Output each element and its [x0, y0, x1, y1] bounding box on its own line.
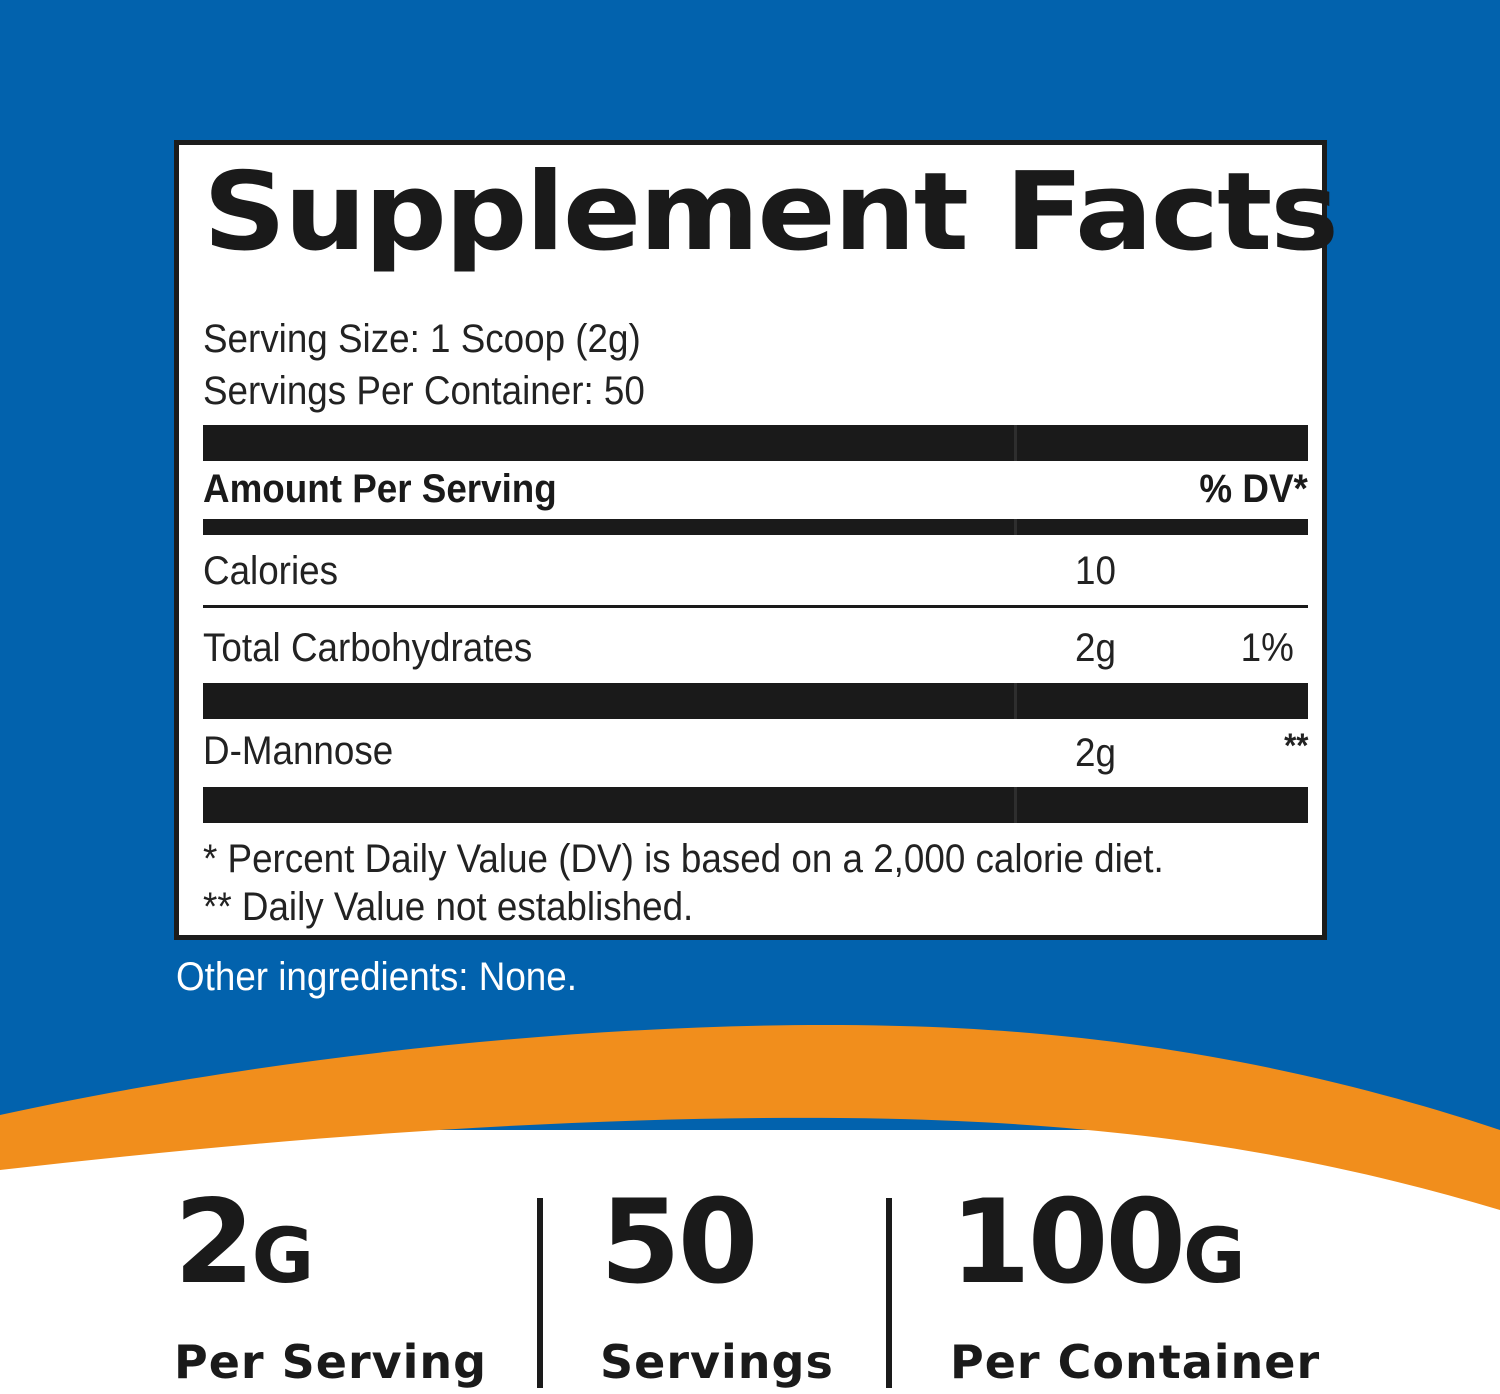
stat-per-serving: 2G Per Serving — [174, 1185, 486, 1390]
divider-bar — [203, 683, 1308, 719]
supplement-facts-panel: Supplement Facts Serving Size: 1 Scoop (… — [174, 140, 1339, 940]
stat-divider — [537, 1198, 543, 1388]
row-calories-name: Calories — [203, 549, 338, 593]
amount-per-serving-label: Amount Per Serving — [203, 467, 557, 511]
stat-divider — [886, 1198, 892, 1388]
divider-bar — [203, 425, 1308, 461]
stat-value: 100 — [950, 1175, 1186, 1310]
divider-bar — [203, 787, 1308, 823]
facts-title: Supplement Facts — [203, 150, 1339, 275]
row-carbs-dv: 1% — [1240, 626, 1294, 670]
stat-per-container: 100G Per Container — [950, 1185, 1319, 1390]
stat-servings: 50 Servings — [600, 1185, 833, 1390]
stat-caption: Per Container — [950, 1335, 1321, 1389]
row-d-mannose-name: D-Mannose — [203, 729, 394, 773]
stat-caption: Servings — [600, 1335, 834, 1389]
stat-unit: G — [251, 1211, 315, 1300]
stat-caption: Per Serving — [174, 1335, 488, 1389]
row-carbs-amount: 2g — [1075, 626, 1116, 670]
other-ingredients: Other ingredients: None. — [176, 955, 577, 999]
serving-size: Serving Size: 1 Scoop (2g) — [203, 317, 641, 361]
dv-header-label: % DV* — [1199, 467, 1308, 511]
row-carbs-name: Total Carbohydrates — [203, 626, 533, 670]
stat-unit: G — [1183, 1211, 1246, 1300]
stat-value: 50 — [600, 1175, 758, 1310]
divider-bar — [203, 519, 1308, 535]
row-rule — [203, 605, 1308, 608]
row-d-mannose-amount: 2g — [1075, 731, 1116, 775]
orange-wave-band — [0, 1025, 1500, 1210]
stat-value: 2 — [174, 1175, 255, 1310]
footnote-not-established: ** Daily Value not established. — [203, 885, 694, 929]
footnote-dv: * Percent Daily Value (DV) is based on a… — [203, 837, 1164, 881]
servings-per-container: Servings Per Container: 50 — [203, 369, 645, 413]
row-calories-amount: 10 — [1075, 549, 1116, 593]
row-d-mannose-dv: ** — [1283, 727, 1308, 765]
